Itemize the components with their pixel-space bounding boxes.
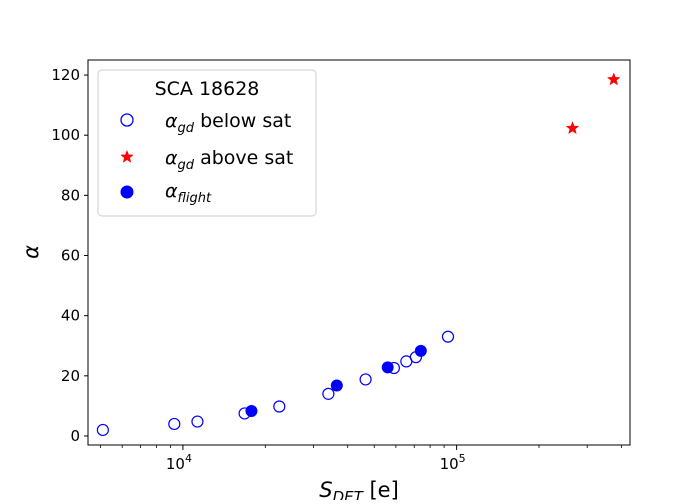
y-tick-label: 120: [51, 66, 80, 84]
data-point-filled-circle: [414, 344, 427, 357]
y-tick-label: 20: [61, 367, 80, 385]
data-point-open-circle: [191, 415, 204, 428]
y-tick-label: 0: [70, 427, 80, 445]
data-point-open-circle: [273, 400, 286, 413]
axis-ticks: 0 20 40 60 80 100 120 104 105: [51, 66, 622, 473]
data-point-open-circle: [96, 423, 109, 437]
legend-title: SCA 18628: [155, 78, 260, 100]
y-axis-label: α: [19, 245, 43, 259]
x-tick-label: 105: [440, 452, 466, 473]
plot-area-frame: [87, 59, 631, 446]
data-point-filled-circle: [245, 405, 258, 418]
data-point-open-circle: [168, 417, 181, 431]
x-tick-label: 104: [166, 452, 192, 473]
legend-marker-star: [120, 149, 134, 163]
data-point-filled-circle: [330, 379, 343, 392]
legend: SCA 18628 αgd below sat αgd above sat αf…: [97, 69, 317, 217]
y-tick-label: 80: [61, 186, 80, 204]
y-tick-label: 40: [61, 307, 80, 325]
y-tick-label: 100: [51, 126, 80, 144]
data-point-open-circle: [441, 330, 455, 343]
legend-marker-open-circle: [120, 113, 134, 127]
x-axis-label: SDET [e]: [319, 478, 399, 500]
legend-box: [97, 69, 317, 217]
data-point-star: [565, 121, 580, 135]
data-point-star: [606, 72, 621, 86]
data-point-filled-circle: [381, 361, 394, 374]
y-tick-label: 60: [61, 247, 80, 265]
data-point-open-circle: [359, 373, 372, 386]
legend-entry-gd-above-sat: αgd above sat: [165, 147, 293, 173]
data-marks: [96, 72, 621, 437]
data-point-open-circle: [322, 387, 335, 400]
legend-entry-gd-below-sat: αgd below sat: [165, 110, 291, 136]
legend-entry-flight: αflight: [165, 180, 212, 206]
legend-marker-filled-circle: [120, 185, 134, 199]
